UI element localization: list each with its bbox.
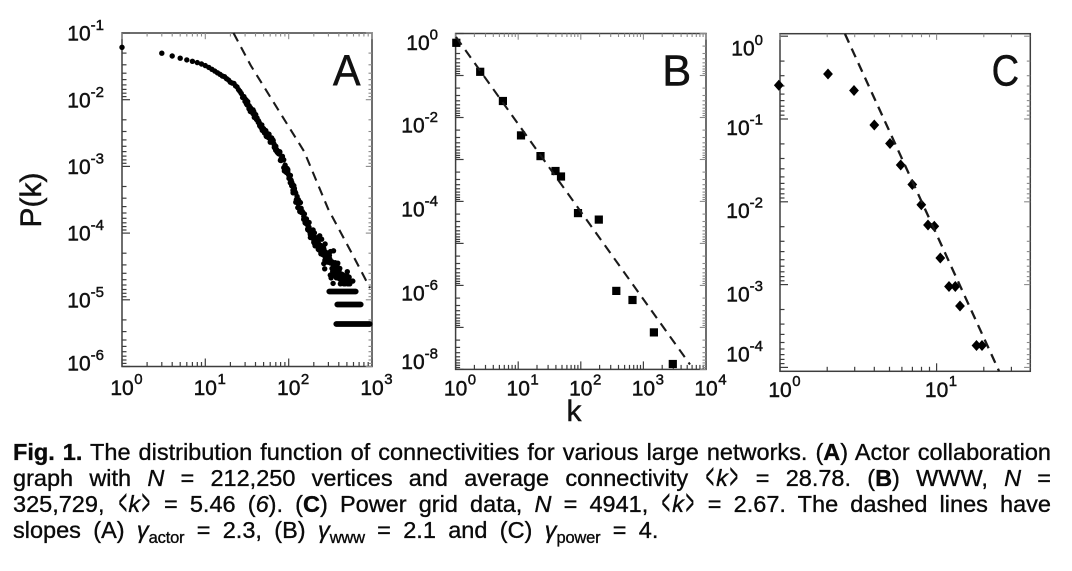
svg-text:0: 0 <box>792 373 800 390</box>
svg-text:1: 1 <box>530 372 538 389</box>
svg-text:P(k): P(k) <box>15 173 48 228</box>
svg-text:10-4: 10-4 <box>67 217 104 246</box>
svg-text:A: A <box>333 47 361 95</box>
svg-text:10-1: 10-1 <box>67 17 104 46</box>
svg-text:10-2: 10-2 <box>67 84 104 113</box>
svg-text:100: 100 <box>731 32 763 61</box>
svg-text:10-3: 10-3 <box>67 151 104 180</box>
svg-text:2: 2 <box>593 372 601 389</box>
svg-text:2: 2 <box>301 371 309 388</box>
svg-text:3: 3 <box>384 371 392 388</box>
svg-text:10-1: 10-1 <box>726 112 763 141</box>
svg-text:10: 10 <box>768 379 791 402</box>
svg-text:10-6: 10-6 <box>67 347 104 376</box>
svg-text:10: 10 <box>507 378 530 401</box>
svg-text:10: 10 <box>110 377 133 400</box>
svg-text:10-2: 10-2 <box>401 109 438 138</box>
svg-text:B: B <box>662 48 691 96</box>
svg-text:10: 10 <box>569 378 592 401</box>
svg-text:10: 10 <box>632 378 655 401</box>
svg-text:10-4: 10-4 <box>401 193 438 222</box>
svg-text:10: 10 <box>194 377 217 400</box>
svg-text:100: 100 <box>406 27 438 56</box>
svg-text:10-4: 10-4 <box>726 338 763 367</box>
svg-text:10: 10 <box>360 377 383 400</box>
svg-text:0: 0 <box>134 371 142 388</box>
svg-text:k: k <box>567 395 583 428</box>
svg-text:10: 10 <box>444 378 467 401</box>
svg-text:10: 10 <box>925 379 948 402</box>
svg-text:10-5: 10-5 <box>67 284 104 313</box>
svg-text:10-3: 10-3 <box>726 278 763 307</box>
svg-text:1: 1 <box>218 371 226 388</box>
svg-text:0: 0 <box>468 372 476 389</box>
svg-text:1: 1 <box>949 373 957 390</box>
svg-text:10: 10 <box>694 378 717 401</box>
svg-text:4: 4 <box>718 372 726 389</box>
svg-text:10-2: 10-2 <box>726 195 763 224</box>
svg-text:10-6: 10-6 <box>401 277 438 306</box>
svg-text:3: 3 <box>656 372 664 389</box>
svg-text:10: 10 <box>277 377 300 400</box>
svg-text:10-8: 10-8 <box>401 345 438 374</box>
svg-text:C: C <box>992 47 1020 95</box>
